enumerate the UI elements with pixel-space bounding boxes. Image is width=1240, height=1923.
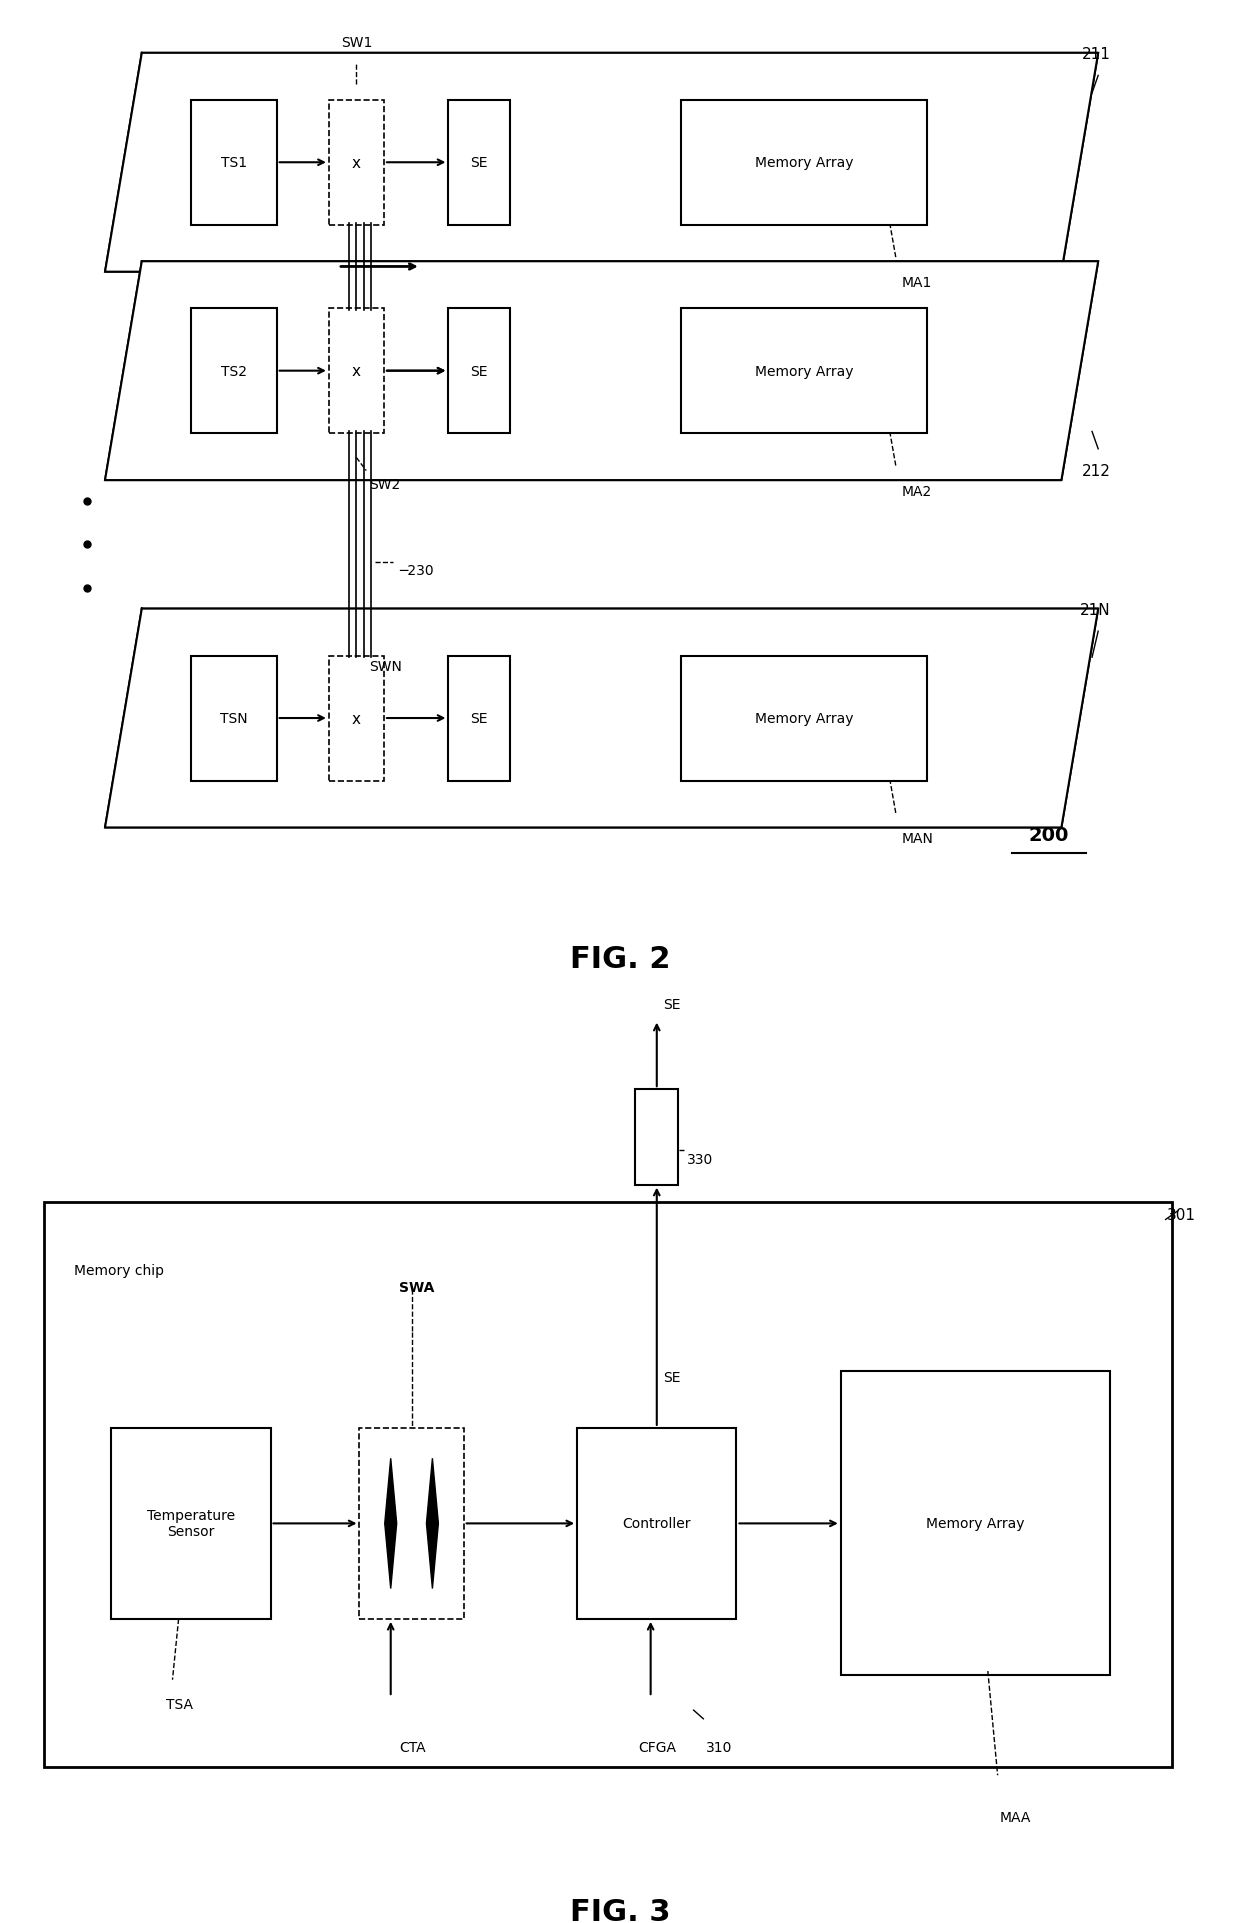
FancyBboxPatch shape	[449, 100, 510, 225]
FancyBboxPatch shape	[577, 1429, 737, 1619]
Text: 310: 310	[706, 1740, 732, 1754]
Text: 200: 200	[1029, 825, 1069, 844]
Text: x: x	[352, 156, 361, 171]
FancyBboxPatch shape	[43, 1202, 1172, 1767]
Text: MAN: MAN	[901, 831, 934, 846]
Text: 301: 301	[1167, 1208, 1197, 1223]
Text: ─230: ─230	[399, 563, 434, 579]
FancyBboxPatch shape	[449, 656, 510, 781]
Polygon shape	[427, 1458, 439, 1588]
Text: TSN: TSN	[219, 712, 248, 725]
FancyBboxPatch shape	[329, 656, 384, 781]
Text: TSA: TSA	[166, 1698, 193, 1711]
FancyBboxPatch shape	[449, 310, 510, 435]
Text: CFGA: CFGA	[639, 1740, 676, 1754]
Text: SE: SE	[663, 1371, 681, 1385]
FancyBboxPatch shape	[112, 1429, 270, 1619]
Text: TS2: TS2	[221, 365, 247, 379]
FancyBboxPatch shape	[681, 656, 926, 781]
FancyBboxPatch shape	[191, 310, 277, 435]
Text: 212: 212	[1081, 463, 1111, 479]
Text: Temperature
Sensor: Temperature Sensor	[146, 1508, 234, 1538]
Text: SE: SE	[470, 156, 487, 169]
Text: SE: SE	[663, 998, 681, 1011]
Text: 211: 211	[1081, 46, 1111, 62]
Text: x: x	[352, 363, 361, 379]
FancyBboxPatch shape	[329, 310, 384, 435]
Polygon shape	[105, 262, 1099, 481]
FancyBboxPatch shape	[635, 1090, 678, 1185]
Text: MA2: MA2	[901, 485, 932, 498]
FancyBboxPatch shape	[681, 100, 926, 225]
FancyBboxPatch shape	[191, 656, 277, 781]
Polygon shape	[105, 54, 1099, 273]
FancyBboxPatch shape	[329, 100, 384, 225]
Text: MAA: MAA	[1001, 1810, 1032, 1825]
Text: SE: SE	[470, 365, 487, 379]
FancyBboxPatch shape	[360, 1429, 464, 1619]
Text: SW2: SW2	[368, 477, 399, 490]
Text: Memory Array: Memory Array	[755, 156, 853, 169]
Text: FIG. 2: FIG. 2	[569, 944, 671, 973]
Text: CTA: CTA	[399, 1740, 425, 1754]
Text: Memory Array: Memory Array	[755, 365, 853, 379]
Text: x: x	[352, 712, 361, 727]
Text: SE: SE	[470, 712, 487, 725]
Polygon shape	[384, 1458, 397, 1588]
Text: Memory chip: Memory chip	[74, 1263, 165, 1277]
Text: TS1: TS1	[221, 156, 247, 169]
Text: SWA: SWA	[399, 1281, 435, 1294]
FancyBboxPatch shape	[841, 1371, 1111, 1675]
Text: SW1: SW1	[341, 37, 372, 50]
FancyBboxPatch shape	[681, 310, 926, 435]
Text: 21N: 21N	[1080, 602, 1111, 617]
Text: FIG. 3: FIG. 3	[569, 1896, 671, 1923]
Text: Memory Array: Memory Array	[755, 712, 853, 725]
Text: SWN: SWN	[368, 660, 402, 673]
Text: MA1: MA1	[901, 277, 932, 290]
FancyBboxPatch shape	[191, 100, 277, 225]
Polygon shape	[105, 610, 1099, 829]
Text: Memory Array: Memory Array	[926, 1517, 1024, 1531]
Text: 330: 330	[687, 1152, 714, 1165]
Text: Controller: Controller	[622, 1517, 691, 1531]
